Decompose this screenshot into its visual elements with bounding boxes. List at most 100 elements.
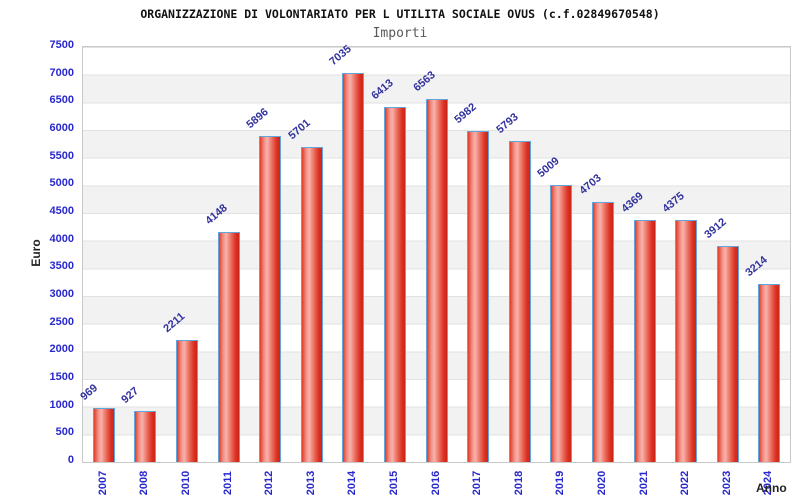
y-tick-label: 1000	[49, 398, 74, 411]
bar-2019	[550, 184, 573, 462]
y-tick-label: 6500	[49, 94, 74, 107]
x-tick: 2010	[165, 467, 207, 499]
bar-2011	[217, 232, 240, 462]
x-tick: 2016	[415, 467, 457, 499]
y-axis-title: Euro	[29, 239, 43, 267]
x-tick: 2018	[498, 467, 540, 499]
bar-slot: 2211	[161, 47, 208, 462]
bar-2013	[300, 146, 323, 462]
bar-value-label: 969	[78, 382, 100, 404]
bar-slot: 969	[78, 47, 125, 462]
y-tick-label: 6000	[49, 122, 74, 134]
x-tick-label: 2014	[346, 470, 359, 496]
x-axis: 2007 2008 2010 2011 2012 2013 2014 2015 2016 2017…	[82, 467, 789, 499]
bar-value-label: 3912	[701, 215, 729, 241]
bar-2017	[467, 131, 490, 462]
y-tick-label: 1500	[49, 371, 74, 383]
bars-container: 969 927 2211 4148 5896 5701 7035 6413 6563 5982 57…	[78, 43, 791, 462]
bar-2018	[508, 141, 531, 462]
y-tick-label: 7000	[49, 66, 74, 79]
chart-title: ORGANIZZAZIONE DI VOLONTARIATO PER L UTI…	[140, 7, 660, 21]
x-tick: 2014	[332, 467, 374, 499]
bar-slot: 4703	[577, 47, 624, 462]
x-tick: 2013	[290, 467, 332, 499]
x-tick-label: 2017	[471, 470, 484, 496]
y-tick-label: 5500	[49, 149, 74, 162]
x-tick: 2008	[124, 467, 166, 499]
bar-value-label: 7035	[327, 42, 355, 68]
bar-2008	[134, 410, 157, 462]
x-tick: 2023	[706, 467, 748, 499]
bar-2023	[716, 245, 739, 462]
bar-value-label: 5009	[535, 154, 563, 180]
bar-slot: 5793	[494, 47, 541, 462]
x-tick-label: 2019	[554, 470, 567, 496]
y-tick-label: 5000	[49, 177, 74, 190]
x-tick: 2012	[248, 467, 290, 499]
bar-2015	[383, 107, 406, 462]
plot-area: 969 927 2211 4148 5896 5701 7035 6413 6563 5982 57…	[78, 43, 791, 463]
bar-slot: 6563	[411, 47, 458, 462]
bar-slot: 3214	[744, 47, 791, 462]
x-tick-label: 2021	[637, 470, 650, 496]
bar-slot: 927	[120, 47, 167, 462]
bar-value-label: 4703	[577, 171, 604, 197]
x-tick: 2015	[373, 467, 415, 499]
bar-value-label: 5701	[286, 116, 313, 142]
x-tick-label: 2023	[720, 470, 733, 496]
bar-value-label: 4369	[618, 190, 646, 216]
bar-2014	[342, 72, 365, 462]
bar-value-label: 6413	[369, 77, 396, 103]
y-tick-label: 3000	[49, 288, 74, 300]
x-tick-label: 2007	[96, 470, 109, 496]
y-tick-label: 7500	[49, 39, 74, 51]
bar-slot: 4148	[203, 47, 250, 462]
x-tick-label: 2022	[679, 470, 692, 496]
x-tick-label: 2015	[387, 470, 400, 496]
x-tick: 2011	[207, 467, 249, 499]
x-tick-label: 2013	[304, 470, 317, 496]
bar-slot: 4375	[660, 47, 707, 462]
bar-2010	[175, 339, 198, 462]
bar-value-label: 5896	[244, 105, 271, 131]
bar-slot: 7035	[328, 43, 375, 462]
bar-2024	[758, 284, 781, 462]
x-tick-label: 2011	[221, 471, 234, 495]
bar-value-label: 3214	[743, 254, 771, 280]
bar-value-label: 4375	[660, 189, 687, 215]
x-tick: 2019	[540, 467, 582, 499]
y-tick-label: 2500	[49, 315, 74, 328]
bar-slot: 3912	[702, 47, 749, 462]
bar-slot: 5701	[286, 47, 333, 462]
x-tick-label: 2008	[138, 470, 151, 496]
bar-value-label: 5982	[452, 101, 479, 126]
x-tick-label: 2012	[263, 470, 276, 496]
y-tick-label: 4000	[49, 232, 74, 245]
bar-slot: 5009	[536, 47, 583, 462]
y-tick-label: 0	[67, 454, 74, 466]
x-tick: 2022	[664, 467, 706, 499]
x-tick: 2021	[623, 467, 665, 499]
bar-slot: 4369	[619, 47, 666, 462]
x-tick-label: 2020	[595, 470, 608, 496]
bar-2012	[259, 135, 282, 462]
x-tick: 2020	[581, 467, 623, 499]
bar-2021	[633, 220, 656, 462]
chart-subtitle: Importi	[372, 26, 428, 41]
x-axis-title: Anno	[756, 481, 787, 495]
y-tick-label: 500	[55, 426, 74, 439]
bar-value-label: 4148	[202, 202, 230, 228]
y-tick-label: 4500	[49, 205, 74, 217]
bar-2022	[675, 219, 698, 462]
bar-value-label: 5793	[494, 111, 521, 137]
bar-2016	[425, 98, 448, 462]
y-tick-label: 3500	[49, 260, 74, 273]
x-tick: 2017	[456, 467, 498, 499]
x-tick-label: 2010	[179, 470, 192, 496]
bar-slot: 6413	[369, 47, 416, 462]
y-tick-label: 2000	[49, 343, 74, 356]
bar-2020	[591, 201, 614, 462]
bar-slot: 5982	[452, 47, 499, 462]
bar-slot: 5896	[244, 47, 291, 462]
